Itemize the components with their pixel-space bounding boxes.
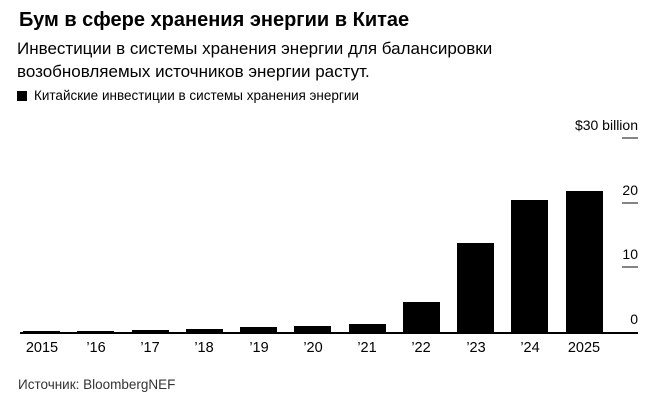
bar-’22 (402, 302, 440, 332)
y-tick-dash-30 (622, 137, 638, 139)
bar-’24 (511, 200, 549, 332)
chart-subtitle: Инвестиции в системы хранения энергии дл… (17, 39, 493, 81)
x-label-’17: ’17 (140, 340, 160, 356)
legend-swatch-icon (17, 91, 27, 101)
x-label-2015: 2015 (25, 340, 59, 356)
x-label-’23: ’23 (466, 340, 486, 356)
y-tick-label-10: 10 (622, 246, 638, 262)
bar-’20 (294, 326, 332, 332)
y-tick-dash-20 (622, 202, 638, 204)
y-tick-label-30: $30 billion (574, 117, 638, 133)
x-label-’21: ’21 (357, 340, 377, 356)
bar-’18 (185, 329, 223, 332)
bar-’21 (348, 324, 386, 332)
legend: Китайские инвестиции в системы хранения … (17, 89, 359, 103)
x-label-’19: ’19 (249, 340, 269, 356)
y-tick-dash-10 (622, 266, 638, 268)
y-tick-label-20: 20 (622, 182, 638, 198)
x-label-’22: ’22 (411, 340, 431, 356)
bar-2025 (565, 191, 603, 332)
x-label-’24: ’24 (520, 340, 540, 356)
x-label-’18: ’18 (194, 340, 214, 356)
bar-’17 (131, 330, 169, 332)
bar-2015 (23, 331, 60, 332)
chart-title: Бум в сфере хранения энергии в Китае (19, 9, 410, 31)
source-note: Источник: BloombergNEF (18, 377, 176, 392)
x-axis-line (20, 332, 638, 334)
y-tick-label-0: 0 (630, 311, 638, 327)
bar-’23 (457, 243, 494, 332)
x-label-’16: ’16 (86, 340, 106, 356)
x-label-2025: 2025 (567, 340, 601, 356)
bar-’16 (77, 331, 115, 332)
x-label-’20: ’20 (303, 340, 323, 356)
legend-label: Китайские инвестиции в системы хранения … (34, 88, 359, 103)
bar-’19 (240, 327, 277, 332)
